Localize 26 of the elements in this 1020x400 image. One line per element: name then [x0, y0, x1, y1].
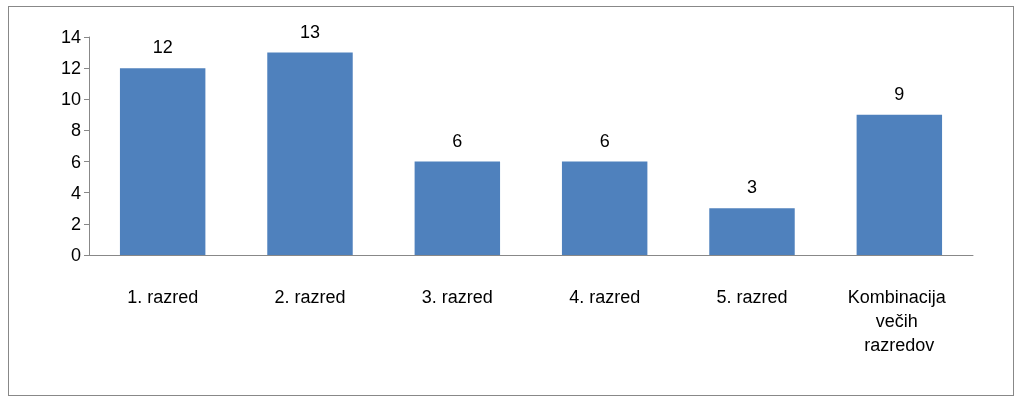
y-tick-label: 2	[70, 213, 81, 234]
y-tick-label: 12	[60, 58, 81, 79]
bar	[414, 161, 501, 255]
bar	[561, 161, 648, 255]
x-tick-label: 5. razred	[716, 287, 788, 307]
data-label: 6	[599, 130, 610, 151]
data-label: 9	[894, 83, 905, 104]
data-label: 12	[152, 37, 173, 58]
x-tick-label: 4. razred	[569, 287, 641, 307]
x-tick-label: 2. razred	[274, 287, 346, 307]
x-tick-label: Kombinacija večih razredov	[847, 287, 951, 355]
y-tick-label: 0	[70, 245, 81, 265]
bar	[709, 208, 795, 255]
y-tick-label: 14	[60, 27, 81, 47]
x-tick-label: 1. razred	[127, 287, 199, 307]
data-label: 13	[299, 21, 321, 42]
x-tick-label: 3. razred	[421, 287, 493, 307]
bar	[119, 68, 206, 255]
y-tick-label: 4	[70, 182, 81, 203]
y-tick-label: 8	[70, 120, 81, 141]
bar	[267, 52, 353, 255]
data-label: 6	[452, 130, 463, 151]
data-label: 3	[746, 177, 758, 198]
y-tick-label: 6	[70, 151, 81, 172]
y-tick-label: 10	[60, 89, 81, 110]
bar	[856, 114, 943, 255]
